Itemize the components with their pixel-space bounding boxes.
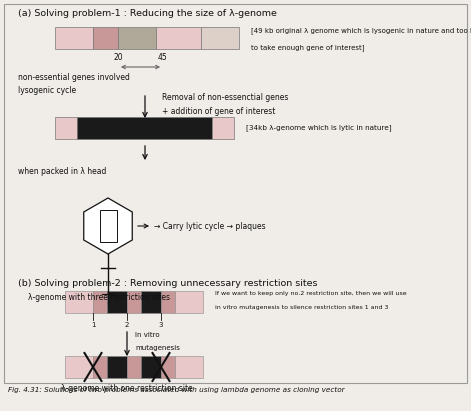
Text: Fig. 4.31: Solutions of two problems associated with using lambda genome as clon: Fig. 4.31: Solutions of two problems ass… — [8, 387, 345, 393]
Text: 2: 2 — [125, 322, 129, 328]
Text: → Carry lytic cycle → plaques: → Carry lytic cycle → plaques — [154, 222, 266, 231]
Bar — [127, 291, 141, 313]
Text: (a) Solving problem-1 : Reducing the size of λ-genome: (a) Solving problem-1 : Reducing the siz… — [18, 9, 277, 18]
Text: Removal of non-essenctial genes: Removal of non-essenctial genes — [162, 93, 288, 102]
Bar — [175, 291, 203, 313]
Bar — [141, 291, 161, 313]
Bar — [93, 356, 107, 378]
Bar — [93, 27, 118, 49]
Bar — [107, 291, 127, 313]
Text: 45: 45 — [158, 53, 168, 62]
Bar — [99, 210, 116, 242]
Text: 3: 3 — [159, 322, 163, 328]
Text: in vitro mutagenesis to silence restriction sites 1 and 3: in vitro mutagenesis to silence restrict… — [215, 305, 389, 310]
Bar — [175, 356, 203, 378]
Text: when packed in λ head: when packed in λ head — [18, 167, 106, 176]
Bar — [118, 27, 156, 49]
Bar — [161, 356, 175, 378]
Bar — [212, 117, 234, 139]
Bar — [65, 356, 93, 378]
Bar — [107, 356, 127, 378]
Text: + addition of gene of interest: + addition of gene of interest — [162, 107, 276, 116]
Bar — [93, 291, 107, 313]
Text: 20: 20 — [113, 53, 123, 62]
Bar — [201, 27, 239, 49]
Text: In vitro: In vitro — [135, 332, 160, 338]
Bar — [77, 117, 212, 139]
Text: [34kb λ-genome which is lytic in nature]: [34kb λ-genome which is lytic in nature] — [246, 125, 391, 132]
Text: mutagenesis: mutagenesis — [135, 345, 180, 351]
Bar — [65, 291, 93, 313]
Text: If we want to keep only no.2 restriction site, then we will use: If we want to keep only no.2 restriction… — [215, 291, 406, 296]
Bar — [156, 27, 201, 49]
Bar — [55, 117, 77, 139]
Text: (b) Solving problem-2 : Removing unnecessary restriction sites: (b) Solving problem-2 : Removing unneces… — [18, 279, 317, 288]
Bar — [141, 356, 161, 378]
Bar — [55, 27, 93, 49]
Text: to take enough gene of interest]: to take enough gene of interest] — [251, 44, 365, 51]
Text: 1: 1 — [91, 322, 95, 328]
Text: [49 kb original λ genome which is lysogenic in nature and too big: [49 kb original λ genome which is lysoge… — [251, 27, 471, 34]
Bar — [161, 291, 175, 313]
Text: λ-genome with three restriction sites: λ-genome with three restriction sites — [28, 293, 170, 302]
Text: non-essential genes involved: non-essential genes involved — [18, 73, 130, 82]
Text: λ-genome with one restriction site: λ-genome with one restriction site — [61, 384, 193, 393]
Bar — [127, 356, 141, 378]
Polygon shape — [84, 198, 132, 254]
Text: lysogenic cycle: lysogenic cycle — [18, 86, 76, 95]
